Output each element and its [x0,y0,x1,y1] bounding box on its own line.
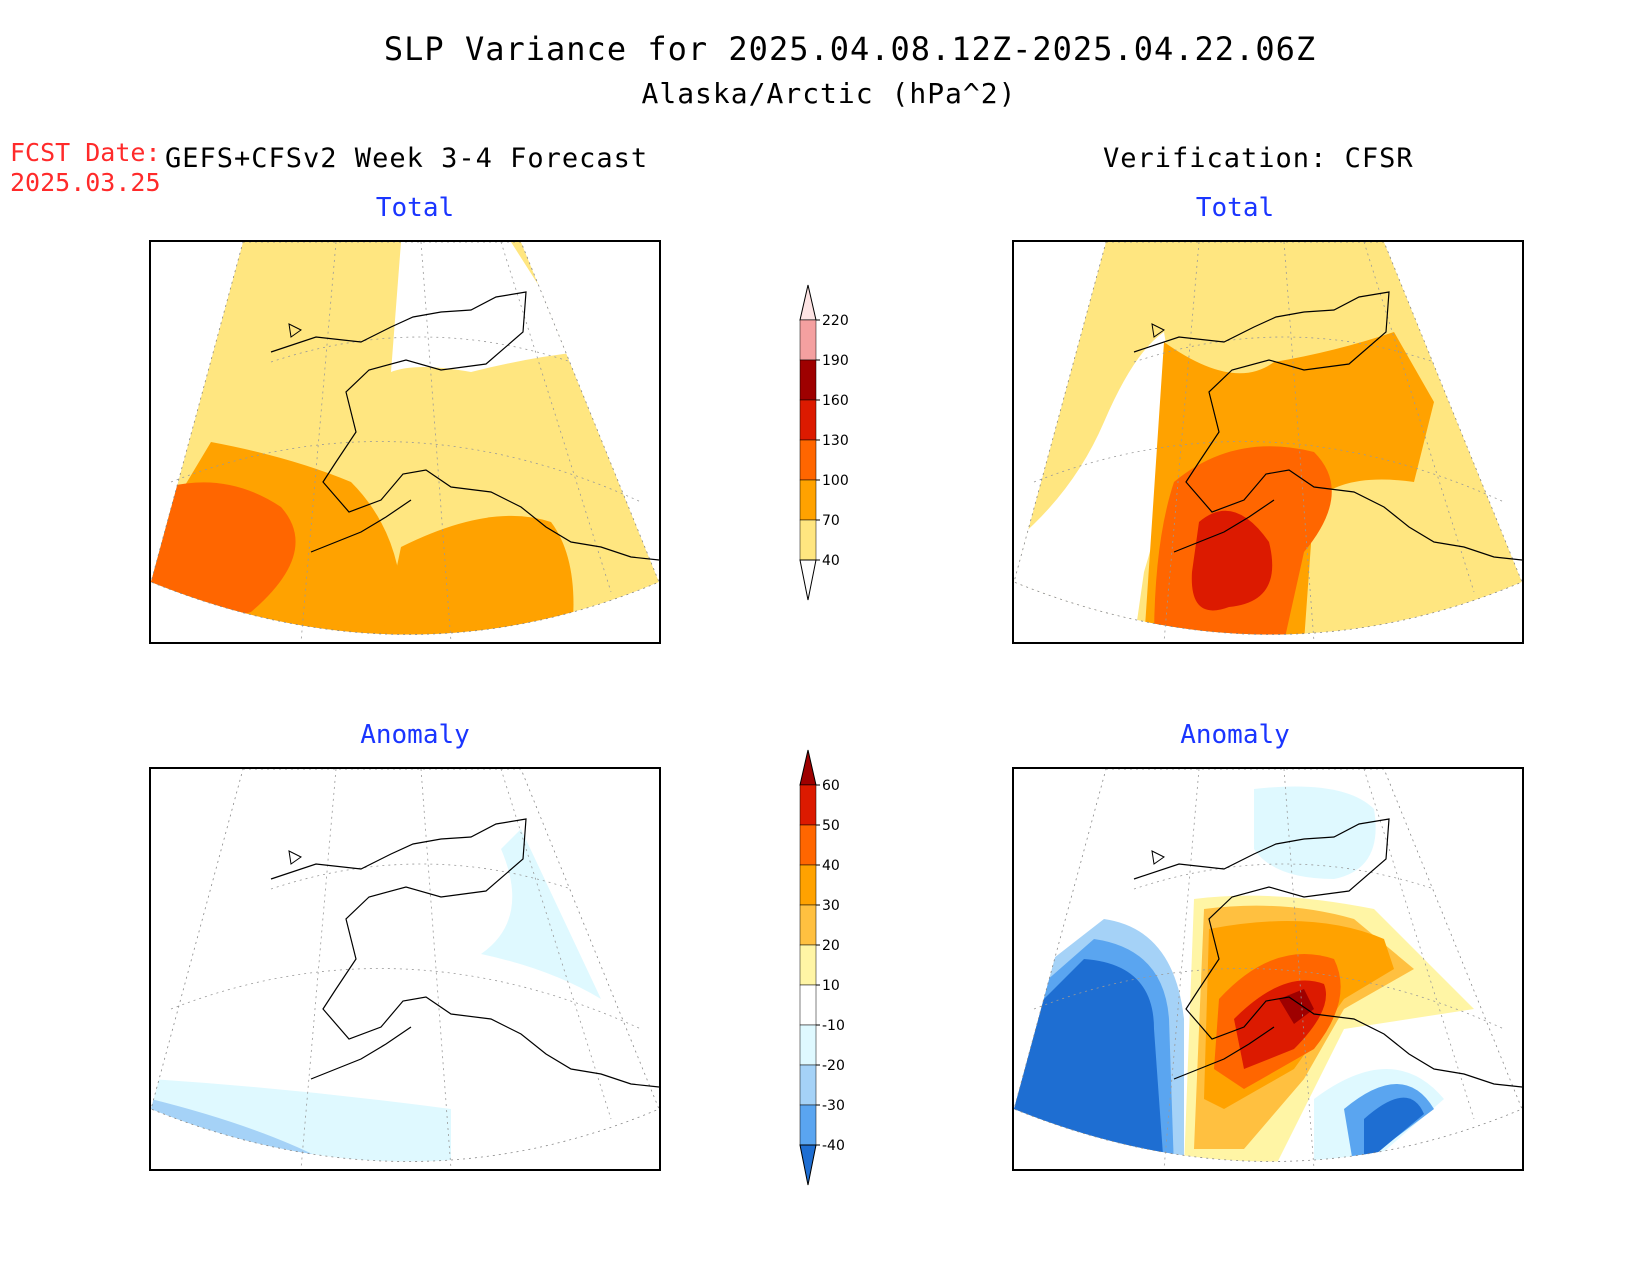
colorbar-bin [799,1024,817,1066]
forecast-total-map [149,240,661,644]
colorbar-bin [799,904,817,946]
colorbar-bin [799,944,817,986]
colorbar-label: 30 [822,898,840,914]
colorbar-bin [799,519,817,561]
colorbar-bin [799,984,817,1026]
subtitle: Alaska/Arctic (hPa^2) [641,77,1017,110]
colorbar-label: -20 [822,1058,845,1074]
total-colorbar: 220 190 160 130 100 70 40 [799,284,849,601]
colorbar-label: 50 [822,818,840,834]
verification-anomaly-map [1012,767,1524,1171]
colorbar-bin [799,359,817,401]
forecast-heading: GEFS+CFSv2 Week 3-4 Forecast [165,143,649,174]
colorbar-label: 130 [822,433,849,449]
colorbar-bin [799,864,817,906]
colorbar-top-arrow [799,749,817,786]
colorbar-bin [799,1064,817,1106]
verification-anomaly-title: Anomaly [1180,720,1290,750]
anomaly-colorbar: 60 50 40 30 20 10 -10 -20 -30 -40 [799,749,845,1186]
colorbar-label: 220 [822,313,849,329]
colorbar-bin [799,399,817,441]
forecast-total-title: Total [375,193,455,223]
colorbar-label: 40 [822,553,840,569]
colorbar-bin [799,784,817,826]
verification-heading: Verification: CFSR [1103,143,1414,174]
colorbar-bin [799,439,817,481]
colorbar-bin [799,479,817,521]
forecast-anomaly-map [149,767,661,1171]
forecast-anomaly-title: Anomaly [360,720,470,750]
fcst-date-value: 2025.03.25 [10,168,161,197]
colorbar-label: 100 [822,473,849,489]
colorbar-label: -40 [822,1138,845,1154]
colorbar-label: 60 [822,778,840,794]
colorbar-label: 10 [822,978,840,994]
main-title: SLP Variance for 2025.04.08.12Z-2025.04.… [383,30,1317,68]
fcst-date-label: FCST Date: [10,138,161,167]
colorbar-label: 70 [822,513,840,529]
verification-total-title: Total [1195,193,1275,223]
verification-total-map [1012,240,1524,644]
colorbar-label: 160 [822,393,849,409]
colorbar-label: 40 [822,858,840,874]
colorbar-bin [799,824,817,866]
colorbar-bottom-arrow [799,1144,817,1186]
colorbar-top-arrow [799,284,817,321]
colorbar-label: 190 [822,353,849,369]
colorbar-label: -10 [822,1018,845,1034]
colorbar-label: 20 [822,938,840,954]
colorbar-bin [799,319,817,361]
colorbar-bin [799,1104,817,1146]
colorbar-bottom-arrow [799,559,817,601]
colorbar-label: -30 [822,1098,845,1114]
